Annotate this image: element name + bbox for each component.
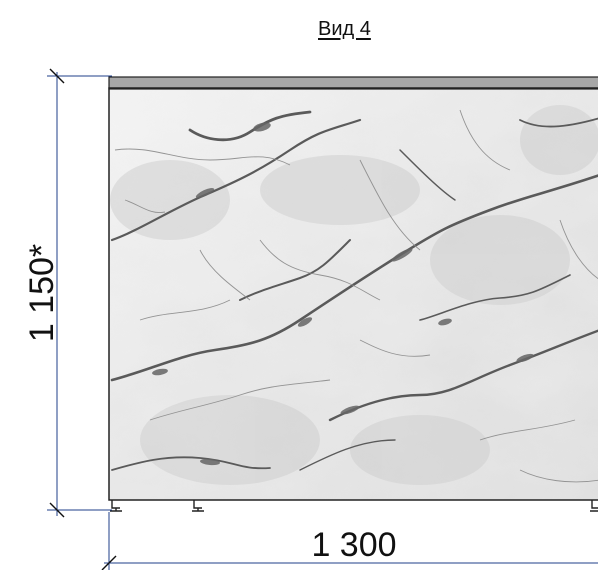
- top-strip: [108, 76, 598, 90]
- width-dimension: [101, 512, 598, 570]
- height-label: 1 150*: [23, 244, 61, 342]
- height-dimension: [47, 68, 112, 518]
- panel-outline: [108, 87, 598, 501]
- foot-middle: [192, 500, 204, 512]
- marble-veins: [110, 110, 598, 471]
- foot-right: [590, 500, 598, 512]
- foot-left: [110, 500, 122, 512]
- width-label: 1 300: [311, 526, 396, 564]
- view-title: Вид 4: [318, 18, 371, 40]
- panel-feet: [110, 500, 598, 512]
- marble-panel: [109, 88, 598, 500]
